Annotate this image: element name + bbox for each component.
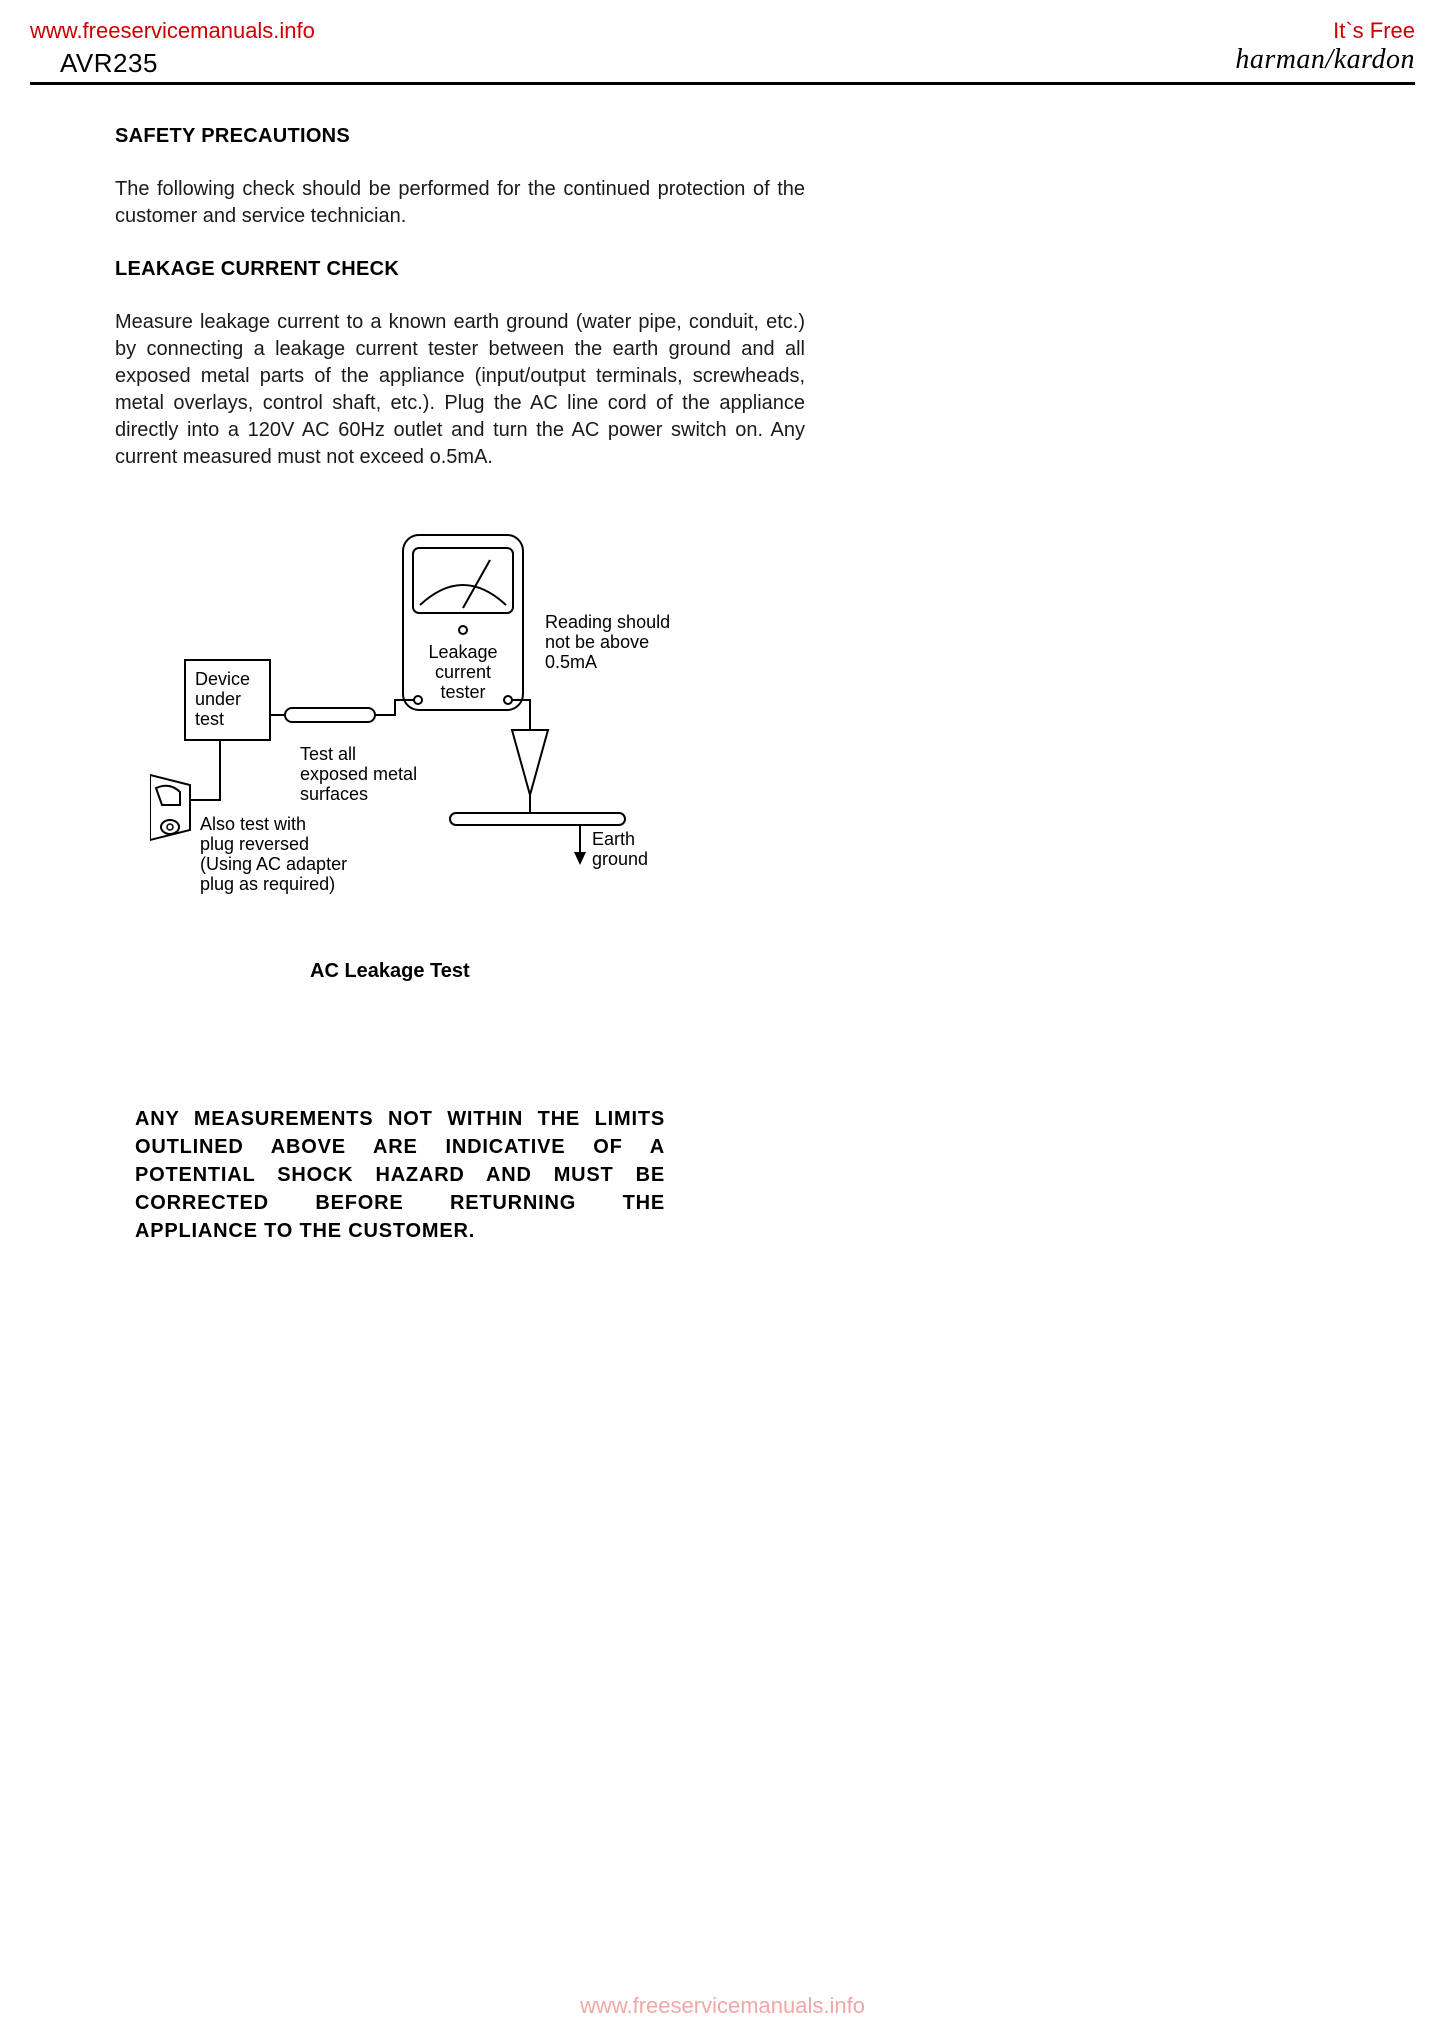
svg-text:exposed metal: exposed metal xyxy=(300,764,417,784)
svg-text:plug reversed: plug reversed xyxy=(200,834,309,854)
outlet-icon xyxy=(150,775,190,840)
svg-text:Also test with: Also test with xyxy=(200,814,306,834)
header-free-text: It`s Free xyxy=(1333,18,1415,44)
safety-heading: SAFETY PRECAUTIONS xyxy=(115,125,805,148)
footer-url[interactable]: www.freeservicemanuals.info xyxy=(0,1993,1445,2019)
tester-label-3: tester xyxy=(440,682,485,702)
diagram-title: AC Leakage Test xyxy=(310,960,470,983)
model-number: AVR235 xyxy=(60,48,158,79)
tester-label-1: Leakage xyxy=(428,642,497,662)
main-content: SAFETY PRECAUTIONS The following check s… xyxy=(115,125,805,499)
svg-text:Test all: Test all xyxy=(300,744,356,764)
svg-text:0.5mA: 0.5mA xyxy=(545,652,597,672)
device-box: Device under test xyxy=(185,660,270,740)
svg-text:(Using AC adapter: (Using AC adapter xyxy=(200,854,347,874)
svg-text:not be above: not be above xyxy=(545,632,649,652)
header-rule xyxy=(30,82,1415,85)
safety-paragraph: The following check should be performed … xyxy=(115,176,805,230)
leakage-diagram: Leakage current tester Reading should no… xyxy=(150,530,710,980)
svg-text:under: under xyxy=(195,689,241,709)
leakage-paragraph: Measure leakage current to a known earth… xyxy=(115,309,805,471)
svg-text:surfaces: surfaces xyxy=(300,784,368,804)
svg-text:Reading should: Reading should xyxy=(545,612,670,632)
svg-text:plug as required): plug as required) xyxy=(200,874,335,894)
earth-label: Earth ground xyxy=(592,829,648,869)
header-url[interactable]: www.freeservicemanuals.info xyxy=(30,18,315,44)
svg-text:Device: Device xyxy=(195,669,250,689)
svg-text:Earth: Earth xyxy=(592,829,635,849)
plug-reversed-label: Also test with plug reversed (Using AC a… xyxy=(200,814,347,894)
test-surfaces-label: Test all exposed metal surfaces xyxy=(300,744,417,804)
leakage-heading: LEAKAGE CURRENT CHECK xyxy=(115,258,805,281)
shock-hazard-warning: ANY MEASUREMENTS NOT WITHIN THE LIMITS O… xyxy=(135,1105,665,1245)
svg-text:ground: ground xyxy=(592,849,648,869)
tester-label-2: current xyxy=(435,662,491,682)
reading-label: Reading should not be above 0.5mA xyxy=(545,612,670,672)
meter-icon: Leakage current tester xyxy=(403,535,523,710)
svg-text:test: test xyxy=(195,709,224,729)
brand-logo-text: harman/kardon xyxy=(1235,44,1415,76)
